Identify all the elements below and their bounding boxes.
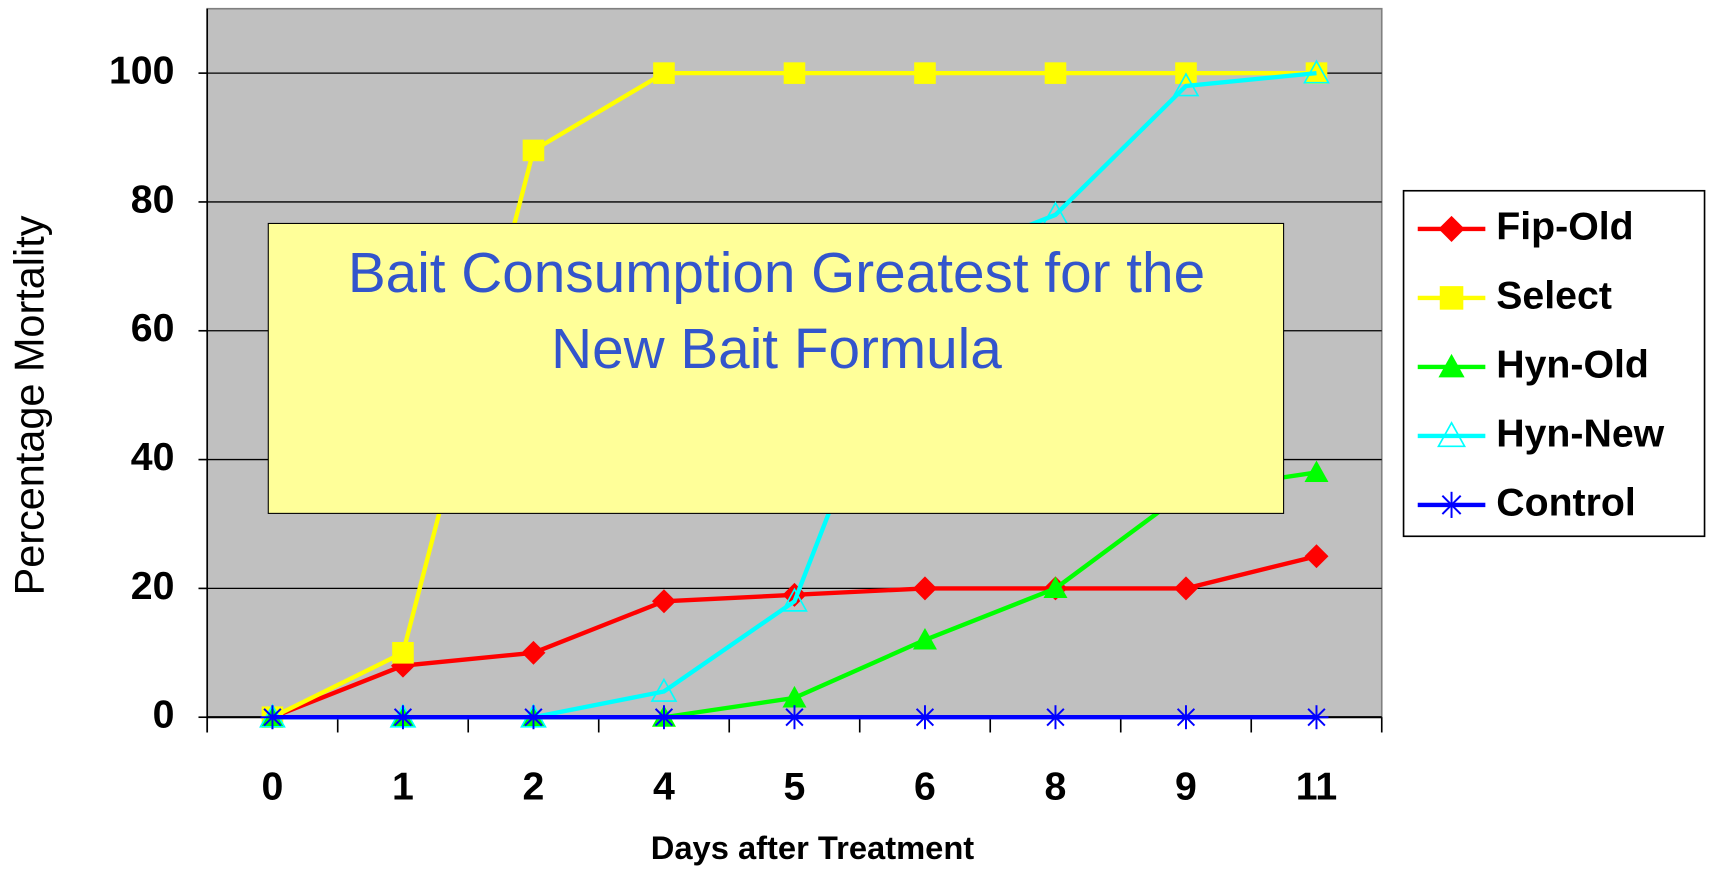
- marker: [1304, 705, 1329, 730]
- marker-stroke: [915, 708, 935, 727]
- marker: [1043, 576, 1068, 598]
- marker: [782, 685, 807, 708]
- marker: [521, 640, 546, 665]
- y-tick-label: 20: [131, 564, 175, 608]
- marker: [1043, 705, 1068, 730]
- x-tick-label: 0: [262, 765, 284, 809]
- marker-stroke: [263, 708, 282, 727]
- marker: [782, 705, 807, 730]
- marker: [781, 587, 808, 612]
- x-tick-label: 1: [392, 765, 414, 809]
- legend: Fip-Old Select Hyn-Old Hyn-New Control: [1417, 204, 1665, 524]
- x-axis-label: Days after Treatment: [651, 829, 975, 866]
- annotation-text: Bait Consumption Greatest for the: [348, 242, 1205, 305]
- marker: [390, 705, 415, 730]
- marker: [1437, 421, 1467, 448]
- legend-label: Select: [1496, 273, 1612, 317]
- marker: [783, 62, 806, 84]
- marker: [392, 642, 414, 664]
- y-tick-label: 40: [131, 435, 175, 479]
- legend-label: Fip-Old: [1496, 204, 1633, 248]
- y-axis-label: Percentage Mortality: [6, 215, 53, 595]
- x-tick-label: 11: [1296, 765, 1338, 809]
- marker: [1438, 353, 1465, 378]
- marker-stroke: [393, 708, 413, 727]
- marker-stroke: [1046, 708, 1065, 727]
- marker: [1044, 62, 1067, 84]
- marker: [1305, 62, 1328, 84]
- marker: [651, 705, 676, 730]
- y-tick-label: 60: [131, 306, 175, 350]
- marker: [1303, 59, 1330, 84]
- marker: [260, 705, 285, 730]
- marker-stroke: [1176, 708, 1196, 727]
- x-tick-label: 2: [523, 765, 545, 809]
- marker: [1438, 215, 1465, 242]
- marker: [650, 677, 678, 702]
- legend-label: Control: [1496, 480, 1636, 524]
- annotation-text: New Bait Formula: [551, 318, 1002, 381]
- marker-stroke: [785, 708, 804, 727]
- marker-stroke: [524, 708, 543, 727]
- y-tick-label: 0: [153, 693, 175, 737]
- marker: [912, 705, 937, 730]
- x-tick-label: 9: [1175, 765, 1197, 809]
- marker: [1439, 286, 1464, 310]
- marker: [653, 62, 675, 84]
- marker: [521, 705, 546, 730]
- x-tick-label: 6: [914, 765, 936, 809]
- legend-label: Hyn-New: [1496, 411, 1664, 455]
- legend-label: Hyn-Old: [1496, 342, 1649, 386]
- marker: [1304, 460, 1329, 483]
- marker: [912, 627, 937, 650]
- marker: [1304, 544, 1329, 569]
- marker-stroke: [654, 708, 674, 727]
- marker: [1438, 491, 1465, 518]
- marker: [912, 576, 937, 601]
- x-tick-label: 5: [784, 765, 806, 809]
- x-tick-label: 8: [1045, 765, 1067, 809]
- x-tick-label: 4: [653, 765, 675, 809]
- marker: [1173, 576, 1198, 601]
- marker: [1173, 705, 1198, 730]
- annotation-box: [267, 222, 1285, 514]
- marker: [914, 62, 936, 84]
- marker: [1172, 72, 1200, 97]
- y-tick-label: 100: [109, 49, 175, 93]
- y-tick-label: 80: [131, 177, 175, 221]
- marker: [651, 589, 676, 614]
- marker-stroke: [1307, 708, 1326, 727]
- marker: [522, 139, 545, 162]
- marker-stroke: [1441, 495, 1462, 515]
